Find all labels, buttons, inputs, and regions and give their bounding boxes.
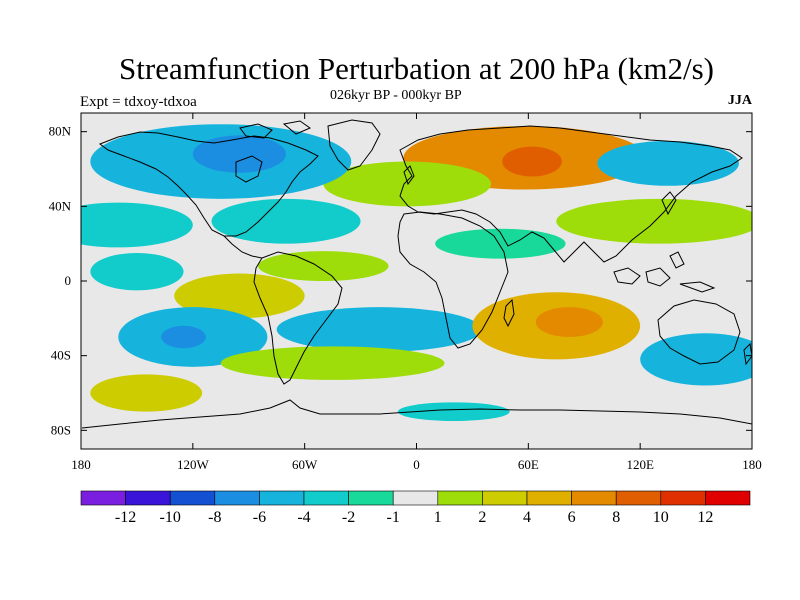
coast-maritime-continent bbox=[613, 251, 716, 293]
lon-tick-label: 180 bbox=[742, 457, 762, 472]
colorbar-swatch bbox=[571, 490, 617, 506]
colorbar-label: 4 bbox=[523, 509, 531, 526]
contour-nh-low-pacific bbox=[81, 202, 193, 248]
lat-tick-label: 80S bbox=[51, 422, 71, 437]
experiment-label: Expt = tdxoy-tdxoa bbox=[80, 94, 197, 110]
coast-british-isles bbox=[403, 165, 415, 186]
colorbar-label: -12 bbox=[115, 509, 136, 526]
colorbar-label: 10 bbox=[653, 509, 669, 526]
colorbar-swatch bbox=[303, 490, 349, 506]
coast-central-america bbox=[223, 235, 263, 259]
colorbar-swatch bbox=[615, 490, 662, 506]
lat-tick-label: 40N bbox=[49, 198, 72, 213]
season-label: JJA bbox=[727, 93, 752, 108]
contour-sh-low-antarctic bbox=[397, 402, 510, 421]
coastlines bbox=[81, 119, 752, 429]
colorbar-label: -4 bbox=[297, 509, 310, 526]
contour-nh-high-asia bbox=[556, 198, 752, 244]
lon-tick-label: 60W bbox=[292, 457, 318, 472]
contour-sh-high-s-pacific bbox=[90, 374, 203, 412]
contour-trop-high-s-america bbox=[258, 251, 389, 281]
colorbar-swatch bbox=[169, 490, 216, 506]
contour-nh-low-atlantic bbox=[211, 198, 361, 244]
contour-trop-low-africa bbox=[435, 228, 566, 259]
colorbar-swatch bbox=[259, 490, 305, 506]
colorbar-label: -8 bbox=[208, 509, 221, 526]
coast-new-zealand bbox=[743, 342, 752, 366]
map-title: Streamfunction Perturbation at 200 hPa (… bbox=[119, 51, 714, 86]
lat-tick-label: 80N bbox=[49, 124, 72, 139]
axis-ticks: 180 120W 60W 0 60E 120E 180 80N 40N 0 40S 80S bbox=[49, 113, 762, 472]
colorbar-label: 2 bbox=[478, 509, 486, 526]
colorbar-label: 8 bbox=[612, 509, 620, 526]
coast-australia bbox=[657, 299, 741, 365]
colorbar-swatch bbox=[437, 490, 483, 506]
lon-tick-label: 120E bbox=[626, 457, 654, 472]
colorbar-label: 6 bbox=[568, 509, 576, 526]
lat-tick-label: 40S bbox=[51, 348, 71, 363]
contour-nh-high-atlantic bbox=[323, 161, 492, 207]
contour-trop-low-atlantic bbox=[276, 307, 482, 352]
contour-sh-high-indian-core bbox=[535, 307, 603, 338]
colorbar-swatch bbox=[80, 490, 126, 506]
contour-nh-low-e-asia bbox=[597, 141, 739, 186]
coast-south-america bbox=[253, 251, 343, 385]
coast-greenland bbox=[327, 119, 381, 171]
lat-tick-label: 0 bbox=[65, 273, 72, 288]
colorbar-swatch bbox=[705, 490, 751, 506]
contour-sh-low-s-indian bbox=[640, 333, 752, 386]
contour-nh-low-n-america-core bbox=[192, 135, 287, 173]
coast-antarctica bbox=[81, 399, 752, 429]
lon-tick-label: 60E bbox=[518, 457, 539, 472]
lon-tick-label: 0 bbox=[413, 457, 420, 472]
coast-hudson-bay bbox=[235, 155, 263, 183]
colorbar-label: -2 bbox=[342, 509, 355, 526]
map-subtitle: 026kyr BP - 000kyr BP bbox=[330, 88, 462, 103]
contour-sh-low-s-pacific-core bbox=[161, 325, 206, 349]
colorbar-swatch bbox=[125, 490, 171, 506]
colorbar-label: -10 bbox=[160, 509, 181, 526]
colorbar: -12 -10 -8 -6 -4 -2 -1 1 2 4 6 8 10 12 bbox=[80, 490, 751, 526]
colorbar-swatch bbox=[526, 490, 572, 506]
lon-tick-label: 120W bbox=[177, 457, 210, 472]
colorbar-label: 1 bbox=[434, 509, 442, 526]
colorbar-swatch bbox=[482, 490, 528, 506]
coast-madagascar bbox=[503, 298, 515, 328]
coast-north-america bbox=[98, 131, 319, 237]
coast-africa bbox=[397, 211, 509, 349]
lon-tick-label: 180 bbox=[71, 457, 91, 472]
colorbar-label: -1 bbox=[387, 509, 400, 526]
contour-nh-high-eurasia-core bbox=[502, 146, 562, 177]
coast-arctic-islands bbox=[239, 120, 312, 139]
colorbar-label: -6 bbox=[253, 509, 266, 526]
colorbar-swatch bbox=[214, 490, 260, 506]
colorbar-swatch bbox=[392, 490, 439, 506]
colorbar-label: 12 bbox=[697, 509, 713, 526]
colorbar-swatch bbox=[348, 490, 394, 506]
coast-eurasia bbox=[399, 125, 743, 263]
coast-japan bbox=[661, 191, 677, 216]
contour-trop-high-e-pacific bbox=[174, 273, 305, 319]
contour-trop-low-s-pacific bbox=[90, 252, 184, 291]
colorbar-swatch bbox=[660, 490, 706, 506]
contour-sh-high-s-atlantic bbox=[220, 346, 445, 380]
